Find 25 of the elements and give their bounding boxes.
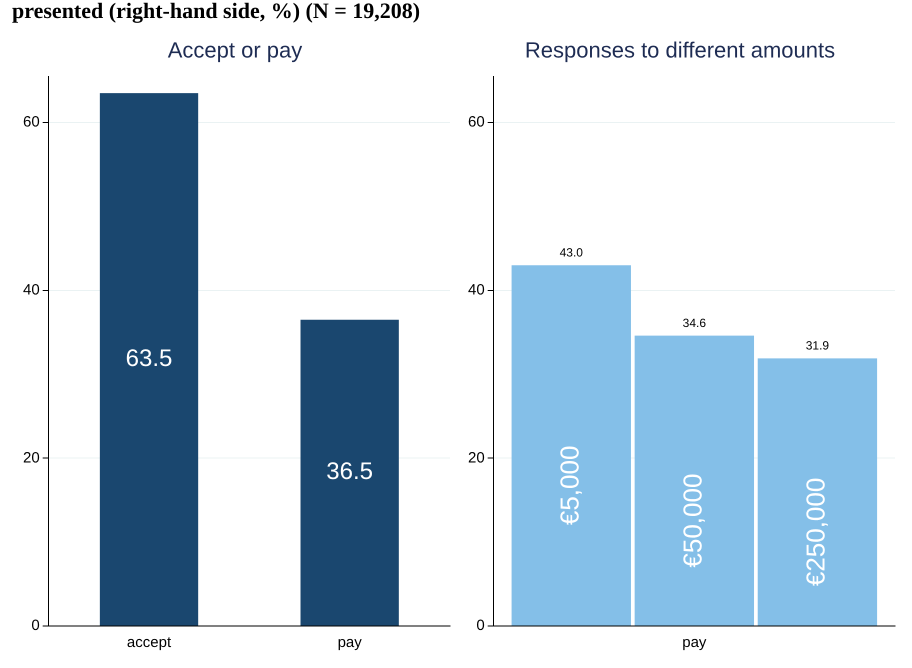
y-tick-label: 20 [468, 449, 485, 466]
y-tick-label: 60 [468, 114, 485, 131]
data-label: 31.9 [806, 338, 830, 353]
chart-title: Responses to different amounts [524, 37, 836, 62]
x-tick-label: pay [338, 634, 362, 652]
bar [634, 336, 754, 626]
data-label: 34.6 [682, 316, 706, 330]
text: presented (right-hand side, %) (N = 19,208) [12, 0, 420, 24]
data-label: 43.0 [560, 246, 584, 260]
y-tick-label: 20 [22, 449, 40, 466]
bar [758, 358, 878, 626]
data-label: 63.5 [126, 344, 172, 372]
bar [512, 265, 631, 626]
y-tick-label: 0 [31, 617, 40, 634]
data-label: 36.5 [326, 458, 374, 486]
y-tick-label: 60 [22, 114, 40, 131]
x-tick-label: pay [682, 634, 707, 652]
series-label: €50,000 [678, 474, 708, 568]
x-tick-label: accept [126, 634, 172, 652]
y-tick-label: 40 [468, 282, 485, 299]
y-tick-label: 0 [476, 617, 485, 634]
chart-title: Accept or pay [168, 37, 302, 62]
series-label: €5,000 [554, 446, 584, 526]
series-label: €250,000 [800, 478, 831, 586]
y-tick-label: 40 [22, 282, 40, 299]
